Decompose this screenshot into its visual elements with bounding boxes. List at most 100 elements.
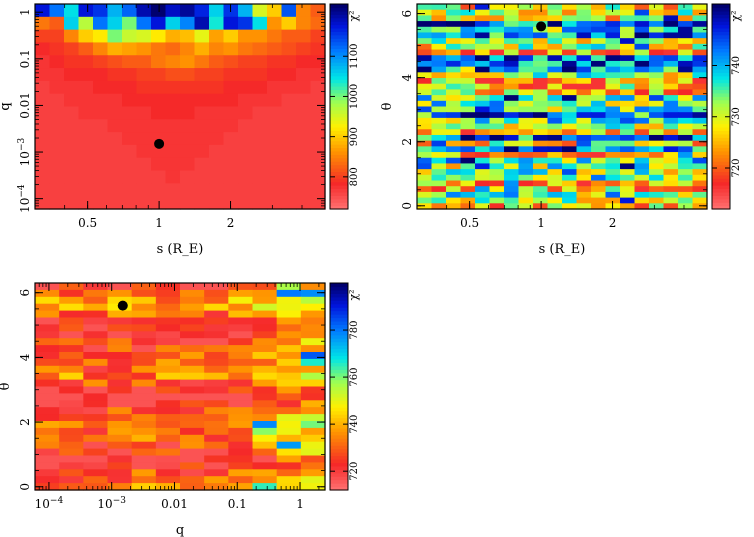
heatmap-cell (431, 38, 447, 45)
heatmap-cell (59, 434, 84, 443)
heatmap-cell (136, 4, 152, 18)
heatmap-cell (83, 283, 109, 291)
heatmap-cell (238, 196, 254, 210)
heatmap-cell (35, 400, 60, 408)
heatmap-cell (267, 68, 283, 82)
heatmap-cell (165, 4, 181, 18)
heatmap-cell (267, 170, 283, 184)
heatmap-cell (252, 462, 278, 470)
heatmap-cell (93, 119, 109, 133)
heatmap-cell (131, 393, 157, 401)
heatmap-cell (107, 183, 123, 197)
heatmap-cell (591, 95, 607, 102)
heatmap-cell (576, 129, 592, 136)
colorbar-segment (330, 41, 348, 46)
heatmap-cell (107, 157, 123, 172)
heatmap-cell (460, 100, 476, 108)
heatmap-cell (59, 352, 84, 360)
heatmap-cell (59, 303, 84, 312)
heatmap-cell (417, 180, 433, 187)
heatmap-cell (107, 331, 133, 339)
heatmap-cell (59, 407, 84, 415)
heatmap-cell (562, 15, 578, 22)
heatmap-cell (460, 32, 476, 39)
heatmap-cell (692, 106, 708, 113)
colorbar-segment (330, 113, 348, 118)
heatmap-cell (692, 15, 708, 22)
heatmap-cell (49, 170, 65, 184)
heatmap-cell (281, 29, 297, 44)
heatmap-cell (276, 289, 302, 298)
heatmap-cell (431, 49, 447, 56)
heatmap-cell (136, 68, 152, 82)
heatmap-cell (122, 106, 138, 120)
heatmap-cell (194, 183, 210, 197)
heatmap-cell (620, 134, 636, 142)
heatmap-cell (692, 203, 708, 210)
heatmap-cell (620, 140, 636, 147)
heatmap-cell (155, 345, 181, 353)
heatmap-cell (663, 140, 679, 147)
heatmap-cell (300, 317, 326, 325)
heatmap-cell (576, 197, 592, 204)
heatmap-cell (204, 379, 229, 388)
heatmap-cell (252, 434, 278, 443)
heatmap-cell (518, 174, 534, 182)
heatmap-cell (228, 365, 254, 374)
heatmap-cell (35, 80, 51, 95)
heatmap-cell (194, 93, 210, 108)
heatmap-cell (180, 289, 205, 298)
heatmap-cell (489, 43, 505, 51)
heatmap-cell (620, 15, 636, 22)
x-tick-label: 0.1 (228, 497, 247, 511)
heatmap-cell (276, 462, 302, 470)
heatmap-cell (649, 169, 665, 176)
heatmap-cell (107, 414, 133, 422)
heatmap-cell (649, 203, 665, 210)
colorbar-segment (330, 127, 348, 132)
heatmap-cell (475, 146, 491, 153)
heatmap-cell (35, 434, 60, 443)
heatmap-cell (281, 80, 297, 95)
x-tick-label: 1 (537, 216, 545, 230)
colorbar-segment (712, 157, 730, 162)
heatmap-cell (547, 78, 563, 85)
heatmap-cell (591, 55, 607, 62)
colorbar-segment (712, 103, 730, 108)
heatmap-cell (489, 83, 505, 91)
heatmap-cell (692, 117, 708, 125)
heatmap-cell (78, 4, 94, 18)
colorbar-tick-label: 740 (349, 415, 360, 434)
heatmap-cell (518, 43, 534, 51)
heatmap-cell (204, 393, 229, 401)
heatmap-cell (228, 386, 254, 394)
heatmap-cell (692, 60, 708, 68)
heatmap-cell (131, 476, 157, 484)
heatmap-cell (475, 112, 491, 119)
heatmap-cell (475, 21, 491, 28)
heatmap-cell (547, 169, 563, 176)
heatmap-cell (591, 112, 607, 119)
colorbar-segment (330, 410, 348, 415)
heatmap-cell (663, 112, 679, 119)
heatmap-cell (35, 106, 51, 120)
heatmap-cell (417, 117, 433, 125)
heatmap-cell (209, 119, 225, 133)
heatmap-cell (518, 89, 534, 96)
colorbar-segment (712, 92, 730, 97)
heatmap-cell (634, 100, 650, 108)
colorbar-segment (330, 283, 348, 288)
heatmap-cell (107, 427, 133, 436)
heatmap-cell (228, 352, 254, 360)
colorbar-segment (330, 120, 348, 125)
heatmap-cell (649, 55, 665, 62)
heatmap-cell (620, 60, 636, 68)
heatmap-cell (547, 15, 563, 22)
heatmap-cell (446, 66, 462, 73)
heatmap-cell (107, 365, 133, 374)
colorbar-segment (712, 75, 730, 80)
heatmap-cell (83, 331, 109, 339)
heatmap-cell (180, 183, 196, 197)
heatmap-cell (547, 152, 563, 159)
